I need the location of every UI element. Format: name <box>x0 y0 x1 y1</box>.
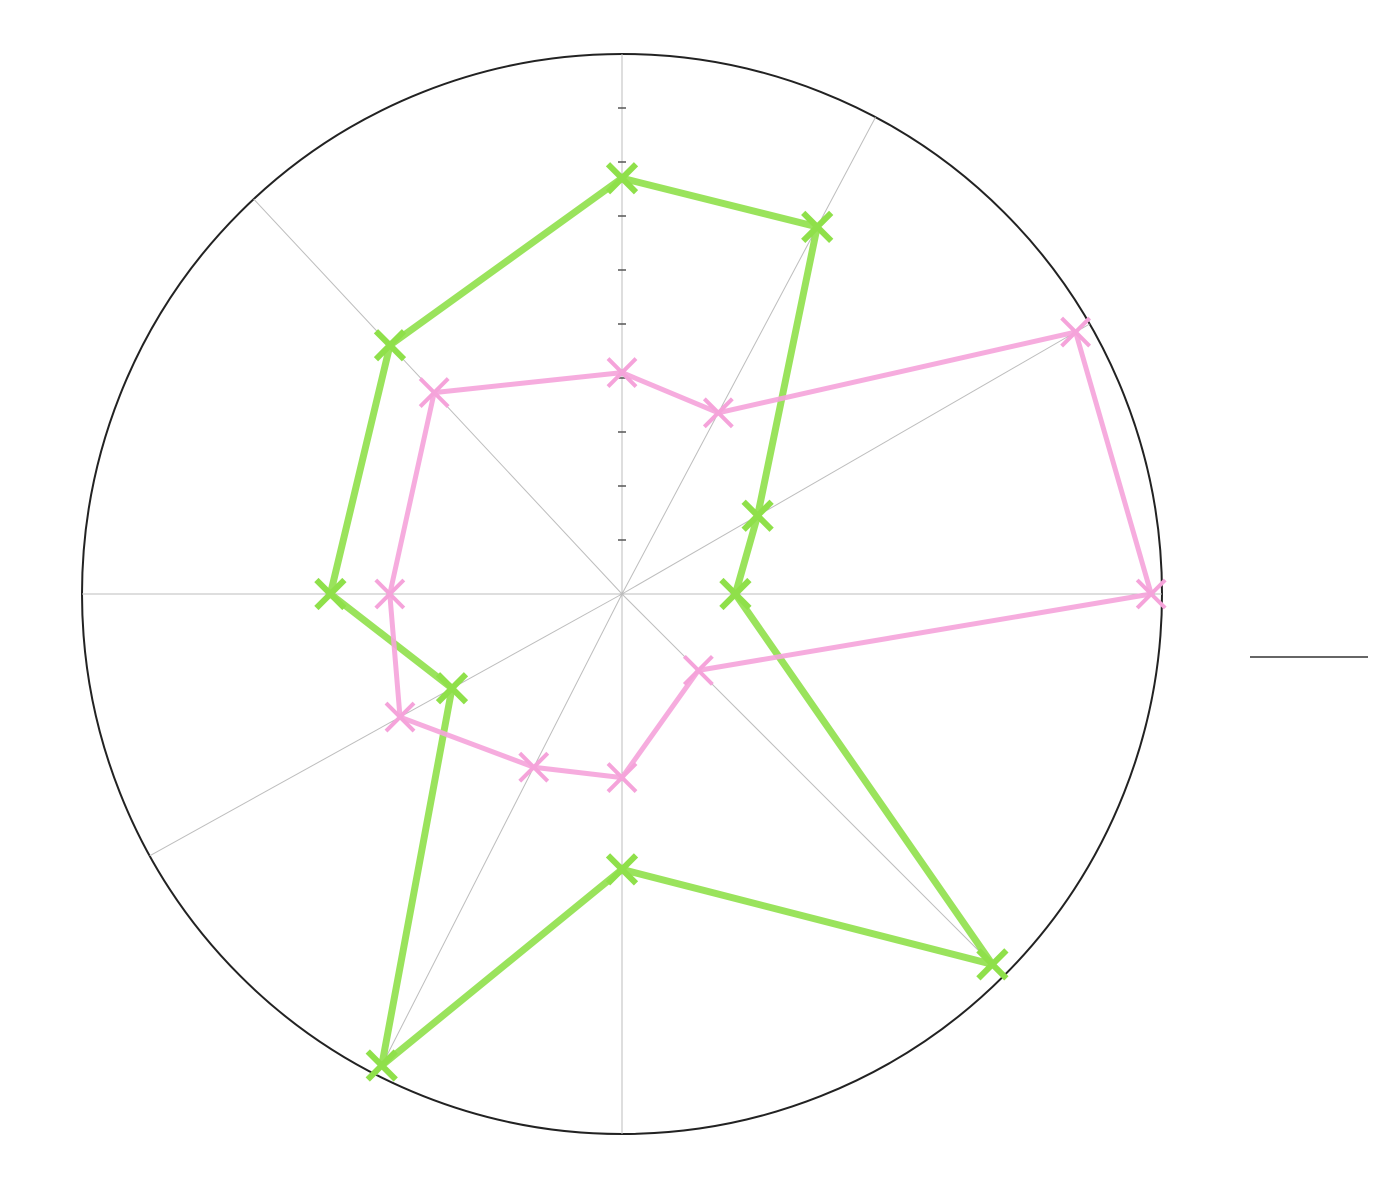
spoke <box>377 594 622 1075</box>
radar-line <box>390 332 1151 777</box>
spoke <box>622 324 1090 594</box>
radar-line <box>330 178 992 1065</box>
chart <box>0 0 1380 1204</box>
page: (() => { const data = JSON.parse(documen… <box>0 0 1380 1204</box>
